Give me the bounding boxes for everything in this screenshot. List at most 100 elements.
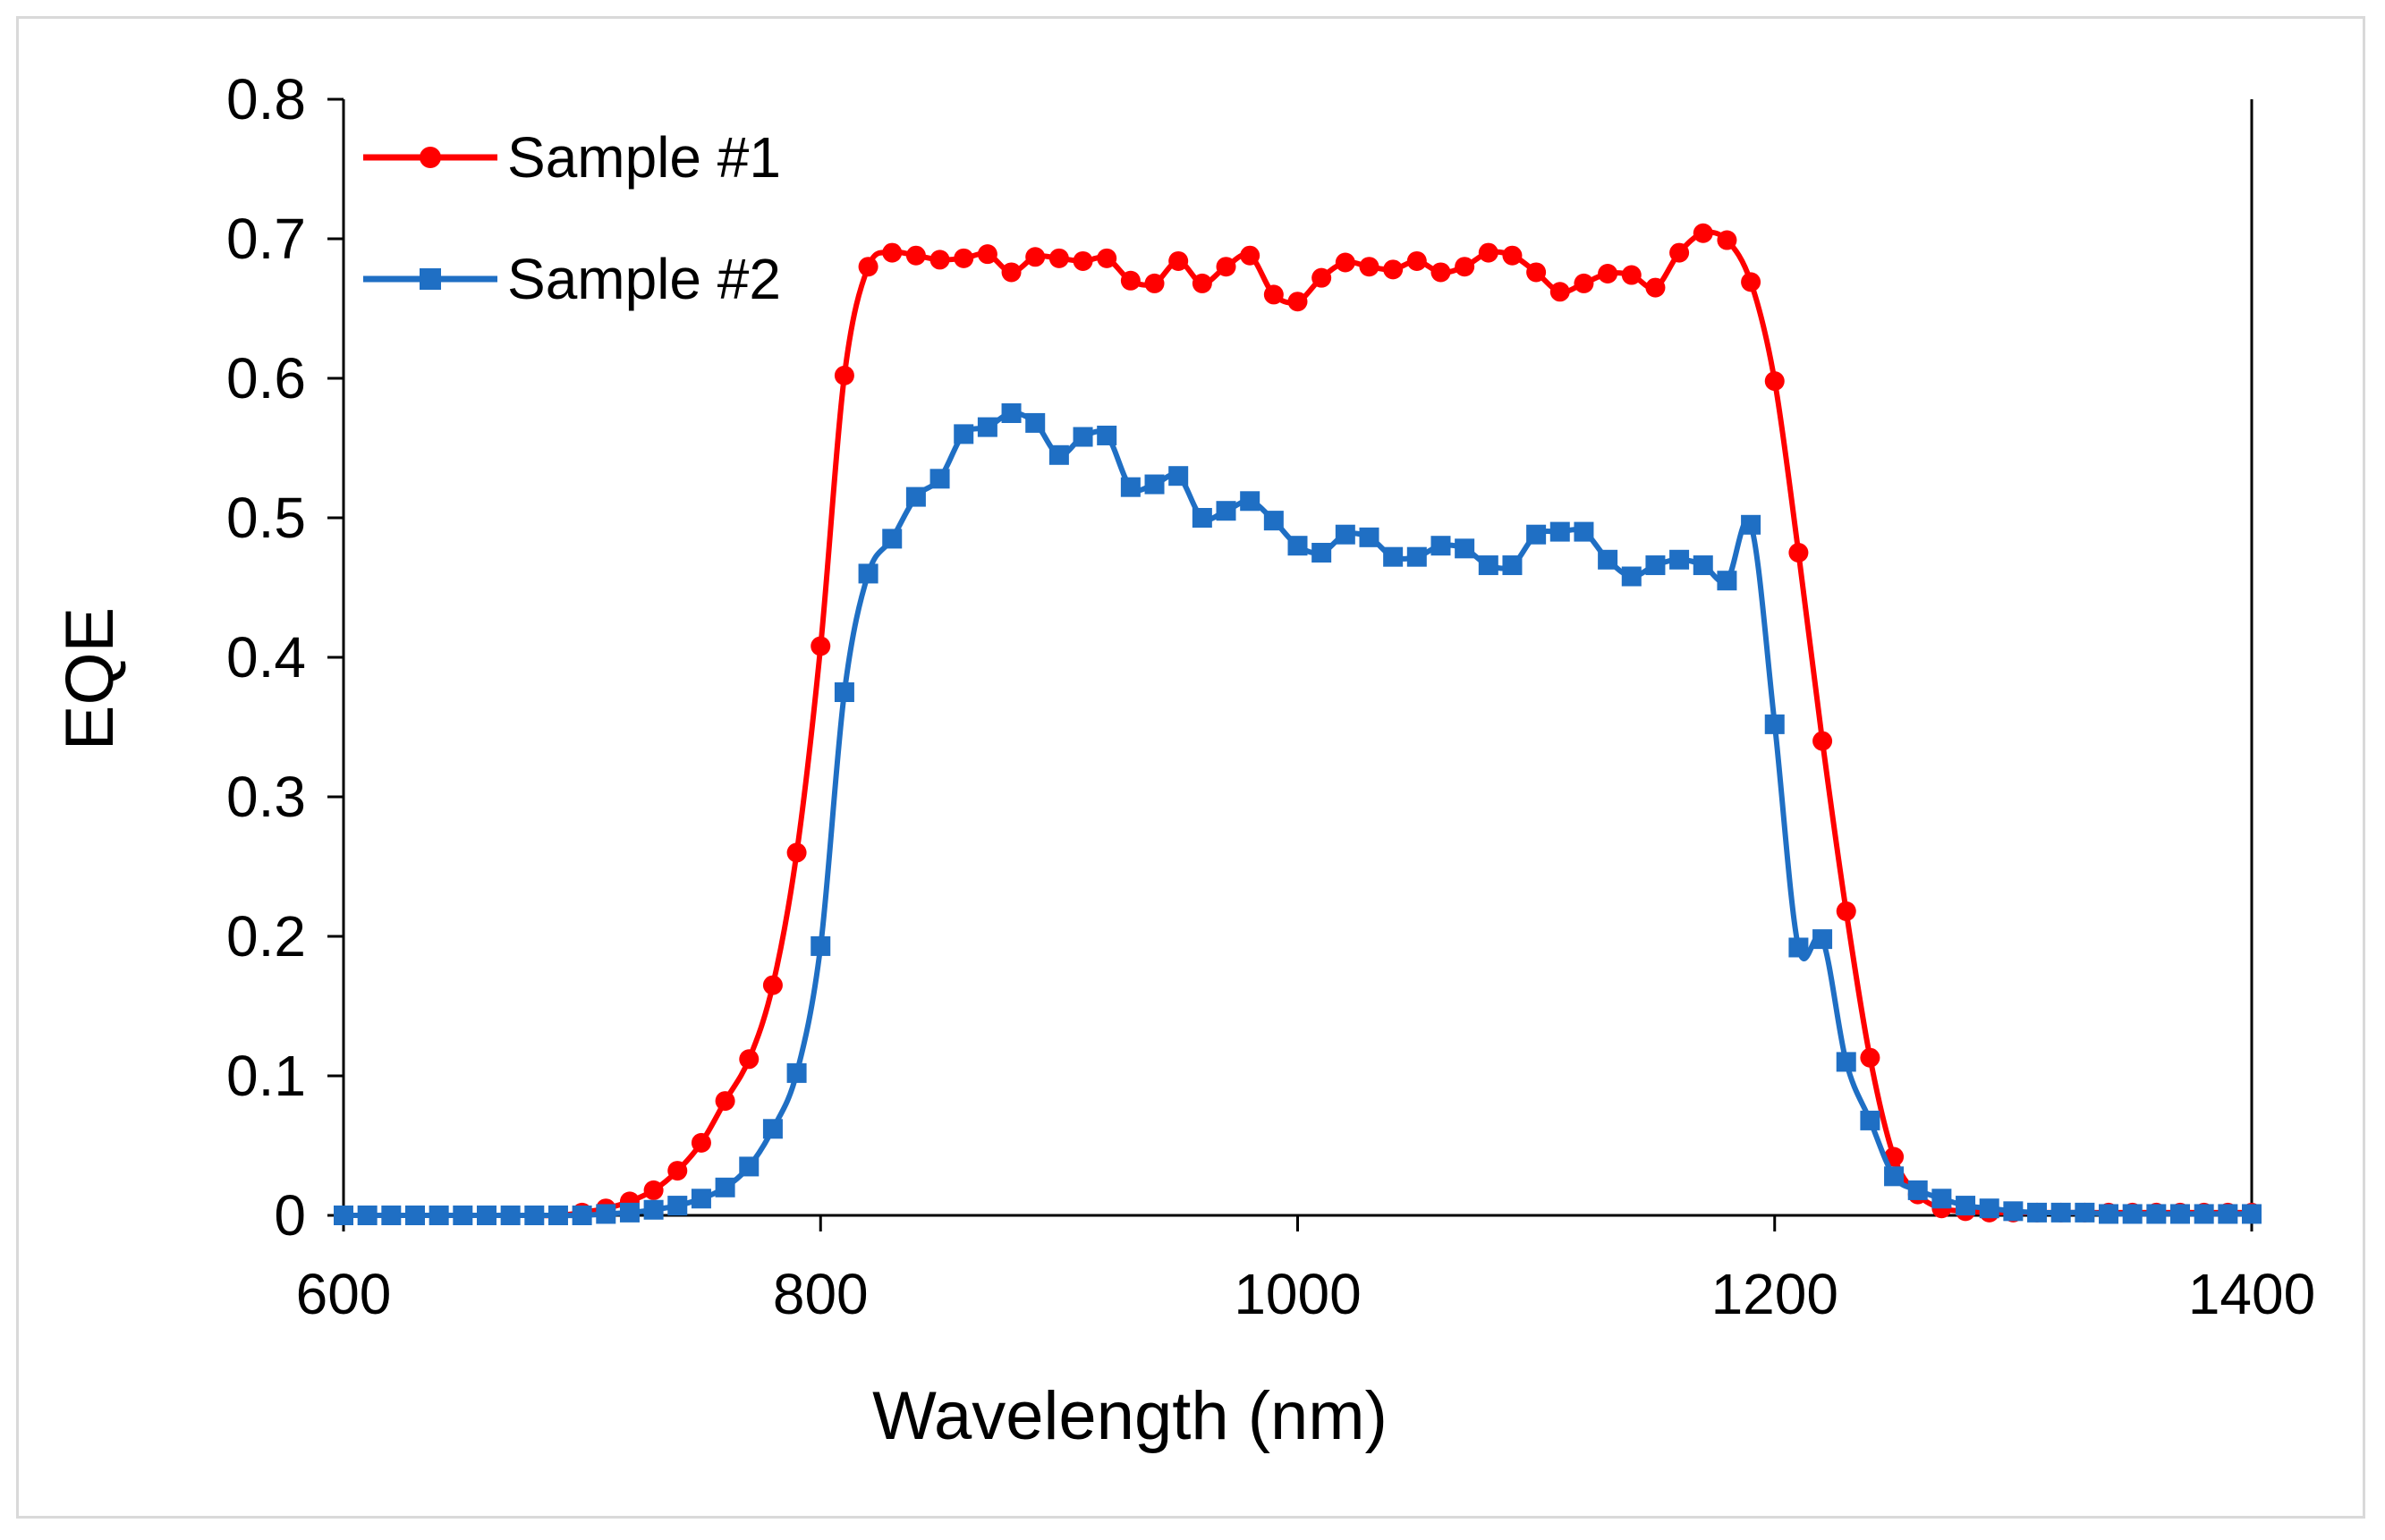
data-point bbox=[1168, 250, 1189, 271]
legend-item: Sample #2 bbox=[363, 247, 781, 311]
data-point bbox=[882, 242, 903, 263]
data-point bbox=[404, 1206, 425, 1225]
data-point bbox=[691, 1189, 711, 1209]
data-point bbox=[1669, 549, 1690, 570]
data-point bbox=[1812, 731, 1833, 751]
data-point bbox=[786, 842, 807, 863]
data-point bbox=[1717, 571, 1737, 591]
data-point bbox=[1406, 546, 1427, 567]
data-point bbox=[929, 469, 950, 489]
data-point bbox=[1311, 267, 1332, 288]
data-point bbox=[1144, 474, 1165, 495]
data-point bbox=[1455, 257, 1475, 277]
data-point bbox=[643, 1199, 664, 1220]
series-layer bbox=[334, 223, 2262, 1225]
data-point bbox=[739, 1049, 760, 1070]
data-point bbox=[1574, 273, 1594, 293]
data-point bbox=[1263, 284, 1284, 305]
data-point bbox=[429, 1206, 449, 1225]
data-point bbox=[1526, 524, 1547, 545]
data-point bbox=[1192, 273, 1212, 293]
data-point bbox=[572, 1206, 592, 1225]
data-point bbox=[1120, 270, 1141, 291]
y-tick-label: 0.2 bbox=[226, 904, 306, 969]
data-point bbox=[929, 250, 950, 270]
data-point bbox=[1764, 714, 1785, 734]
data-point bbox=[739, 1156, 760, 1177]
x-tick-label: 800 bbox=[773, 1262, 869, 1326]
data-point bbox=[2050, 1202, 2071, 1223]
data-point bbox=[1502, 245, 1523, 266]
data-point bbox=[334, 1206, 353, 1225]
data-point bbox=[1598, 549, 1618, 570]
data-point bbox=[954, 424, 974, 444]
data-point bbox=[1860, 1047, 1880, 1068]
x-tick-label: 1400 bbox=[2188, 1262, 2315, 1326]
data-point bbox=[1598, 264, 1618, 283]
data-point bbox=[762, 1119, 783, 1139]
data-point bbox=[1621, 566, 1642, 587]
data-point bbox=[834, 365, 854, 385]
data-point bbox=[1097, 425, 1117, 445]
legend-marker bbox=[420, 268, 441, 290]
data-point bbox=[1359, 257, 1379, 277]
data-point bbox=[357, 1206, 378, 1225]
data-point bbox=[1812, 929, 1833, 950]
data-point bbox=[1645, 277, 1666, 298]
data-point bbox=[1120, 477, 1141, 497]
data-point bbox=[1693, 223, 1713, 243]
data-point bbox=[1287, 292, 1308, 312]
data-point bbox=[1073, 427, 1093, 447]
data-point bbox=[1073, 250, 1093, 271]
y-tick-label: 0.3 bbox=[226, 765, 306, 829]
data-point bbox=[619, 1202, 640, 1223]
data-point bbox=[715, 1091, 735, 1112]
data-point bbox=[1764, 371, 1785, 392]
data-point bbox=[1884, 1166, 1905, 1187]
data-point bbox=[1240, 245, 1260, 266]
y-axis-title: EQE bbox=[52, 607, 128, 751]
data-point bbox=[1144, 273, 1165, 293]
data-point bbox=[1741, 514, 1761, 535]
data-point bbox=[2003, 1201, 2024, 1222]
data-point bbox=[2146, 1204, 2167, 1224]
data-point bbox=[1574, 521, 1594, 542]
data-point bbox=[1741, 272, 1761, 292]
data-point bbox=[1549, 521, 1570, 542]
data-point bbox=[1645, 555, 1666, 576]
legend-marker bbox=[420, 147, 441, 168]
data-point bbox=[786, 1062, 807, 1083]
data-point bbox=[977, 244, 997, 265]
data-point bbox=[762, 975, 783, 995]
data-point bbox=[1788, 937, 1809, 958]
data-point bbox=[1359, 527, 1379, 547]
eqe-chart: 0 0.1 0.2 0.3 0.4 0.5 0.6 0.7 0.8 600 800 1000 1200 1… bbox=[19, 19, 2363, 1516]
data-point bbox=[667, 1196, 688, 1216]
data-point bbox=[1836, 1052, 1856, 1072]
data-point bbox=[476, 1206, 497, 1225]
legend-item: Sample #1 bbox=[363, 125, 781, 190]
y-tick-label: 0.7 bbox=[226, 207, 306, 271]
x-tick-label: 1000 bbox=[1234, 1262, 1361, 1326]
data-point bbox=[691, 1132, 711, 1153]
x-axis-title: Wavelength (nm) bbox=[872, 1378, 1388, 1454]
data-point bbox=[1216, 501, 1236, 521]
data-point bbox=[524, 1206, 545, 1225]
chart-frame: 0 0.1 0.2 0.3 0.4 0.5 0.6 0.7 0.8 600 800 1000 1200 1… bbox=[16, 16, 2365, 1519]
data-point bbox=[1192, 508, 1212, 528]
data-point bbox=[1168, 466, 1189, 487]
data-point bbox=[1979, 1198, 1999, 1219]
data-point bbox=[1097, 248, 1117, 268]
data-point bbox=[811, 935, 831, 956]
data-point bbox=[1025, 247, 1046, 267]
series-2 bbox=[334, 403, 2262, 1225]
data-point bbox=[1240, 491, 1260, 512]
data-point bbox=[1621, 265, 1642, 285]
data-point bbox=[858, 257, 878, 277]
data-point bbox=[1788, 543, 1809, 563]
data-point bbox=[834, 682, 854, 702]
data-point bbox=[1383, 546, 1404, 567]
legend-label: Sample #2 bbox=[507, 247, 781, 311]
data-point bbox=[2170, 1204, 2191, 1224]
data-point bbox=[1335, 252, 1355, 273]
